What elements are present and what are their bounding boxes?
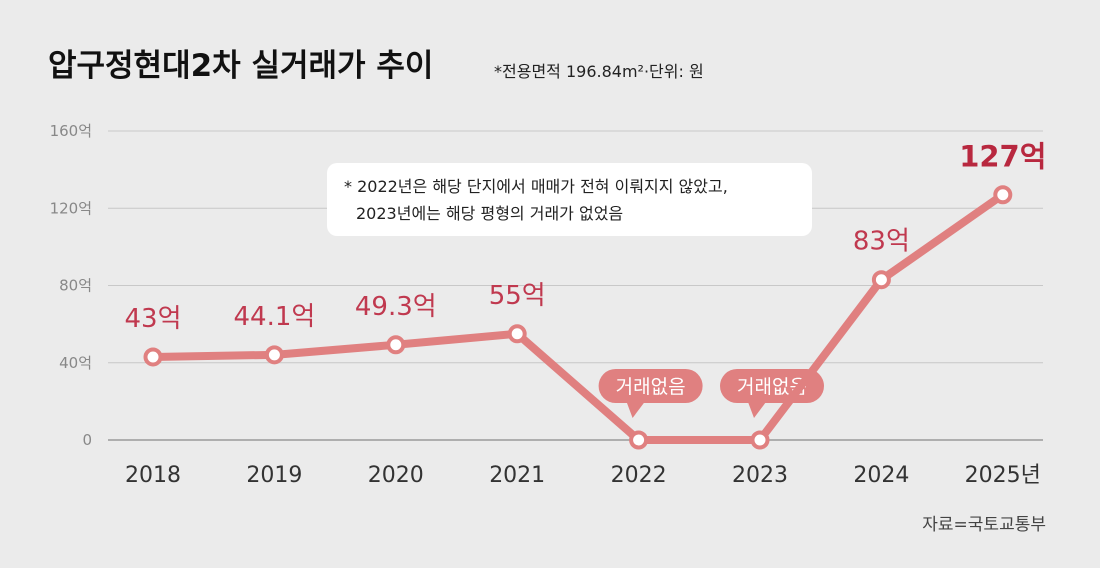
bubble-tail — [626, 402, 645, 418]
data-point — [143, 347, 163, 367]
no-trade-bubble: 거래없음 — [598, 369, 703, 418]
x-axis-ticks: 2018 2019 2020 2021 2022 2023 2024 2025년 — [125, 463, 1041, 488]
x-tick-label: 2022 — [611, 463, 667, 488]
annotation-background — [327, 163, 812, 236]
y-tick-label: 80억 — [59, 277, 92, 295]
y-tick-label: 40억 — [59, 354, 92, 372]
bubble-tail — [748, 402, 766, 418]
data-point — [871, 270, 891, 290]
grid-layer — [108, 130, 1043, 441]
y-tick-label: 160억 — [50, 122, 92, 140]
x-tick-label: 2019 — [246, 463, 302, 488]
bubble-background — [598, 369, 703, 403]
chart-title: 압구정현대2차 실거래가 추이 — [48, 48, 433, 84]
annotation-line-1: * 2022년은 해당 단지에서 매매가 전혀 이뤄지지 않았고, — [344, 177, 728, 196]
x-tick-label: 2021 — [489, 463, 545, 488]
data-label: 43억 — [124, 304, 181, 334]
bubble-label: 거래없음 — [616, 376, 686, 398]
data-point — [993, 185, 1013, 205]
x-tick-label: 2023 — [732, 463, 788, 488]
y-tick-label: 0 — [82, 431, 92, 449]
x-tick-label: 2024 — [853, 463, 909, 488]
bubble-label: 거래없음 — [737, 376, 807, 398]
data-labels: 43억 44.1억 49.3억 55억 83억 127억 — [124, 140, 1046, 334]
x-tick-label: 2018 — [125, 463, 181, 488]
annotation-line-2: 2023년에는 해당 평형의 거래가 없었음 — [356, 204, 623, 223]
data-label: 49.3억 — [355, 292, 437, 322]
data-label: 55억 — [489, 281, 546, 311]
x-tick-label: 2020 — [368, 463, 424, 488]
data-point — [264, 345, 284, 365]
annotation-box: * 2022년은 해당 단지에서 매매가 전혀 이뤄지지 않았고, 2023년에… — [327, 163, 812, 236]
chart-subtitle: *전용면적 196.84m²·단위: 원 — [494, 62, 704, 81]
series-line — [149, 190, 1007, 444]
data-point — [507, 324, 527, 344]
data-points — [143, 185, 1013, 450]
data-label: 127억 — [959, 140, 1046, 174]
data-label: 44.1억 — [233, 302, 315, 332]
x-tick-label: 2025년 — [965, 463, 1041, 488]
no-trade-bubbles: 거래없음 거래없음 — [598, 369, 824, 418]
data-point — [629, 430, 649, 450]
y-tick-label: 120억 — [50, 199, 92, 217]
source-note: 자료=국토교통부 — [922, 515, 1046, 535]
y-axis-ticks: 0 40억 80억 120억 160억 — [50, 122, 92, 449]
data-label: 83억 — [853, 227, 910, 257]
data-point — [750, 430, 770, 450]
data-point — [386, 335, 406, 355]
